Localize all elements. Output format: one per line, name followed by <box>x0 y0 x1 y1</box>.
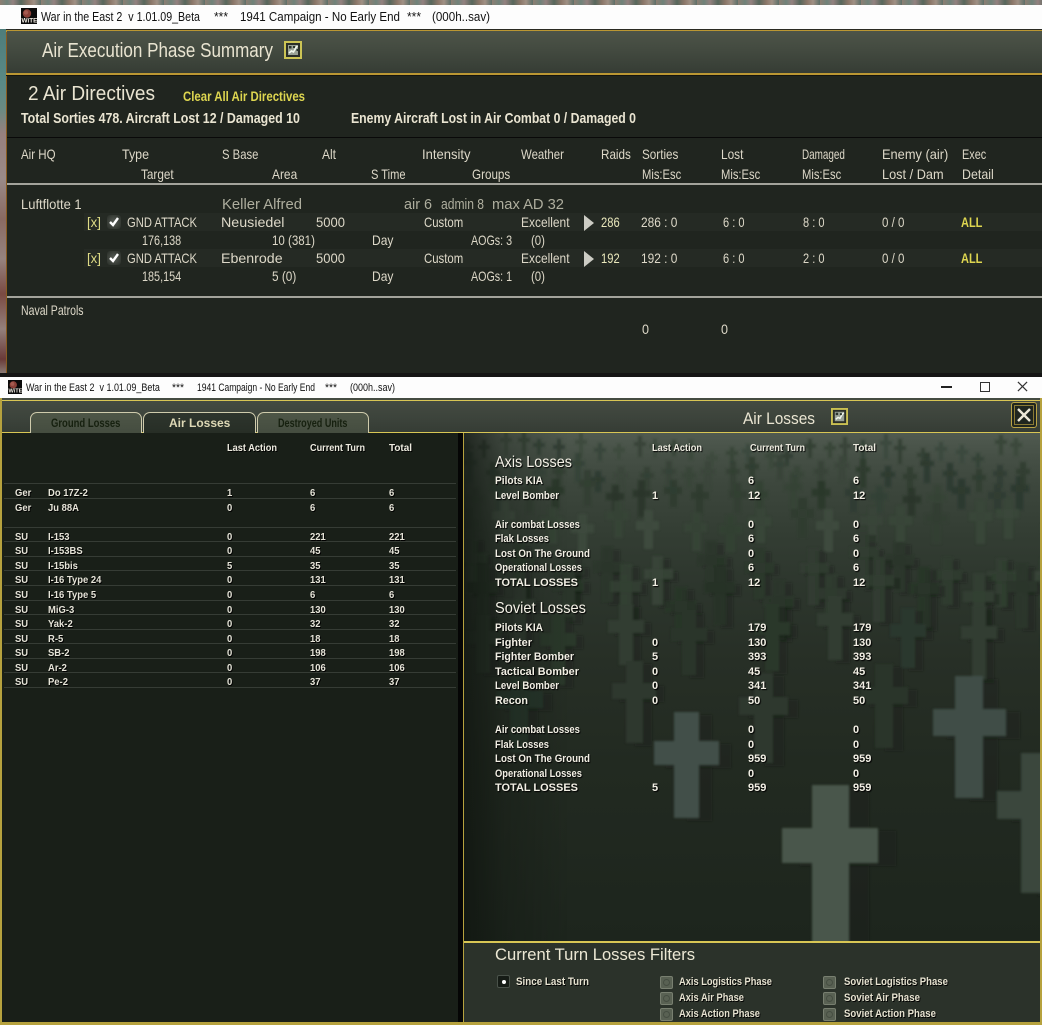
svg-text:WiTE: WiTE <box>8 389 22 394</box>
svg-text:WiTE: WiTE <box>22 18 38 25</box>
